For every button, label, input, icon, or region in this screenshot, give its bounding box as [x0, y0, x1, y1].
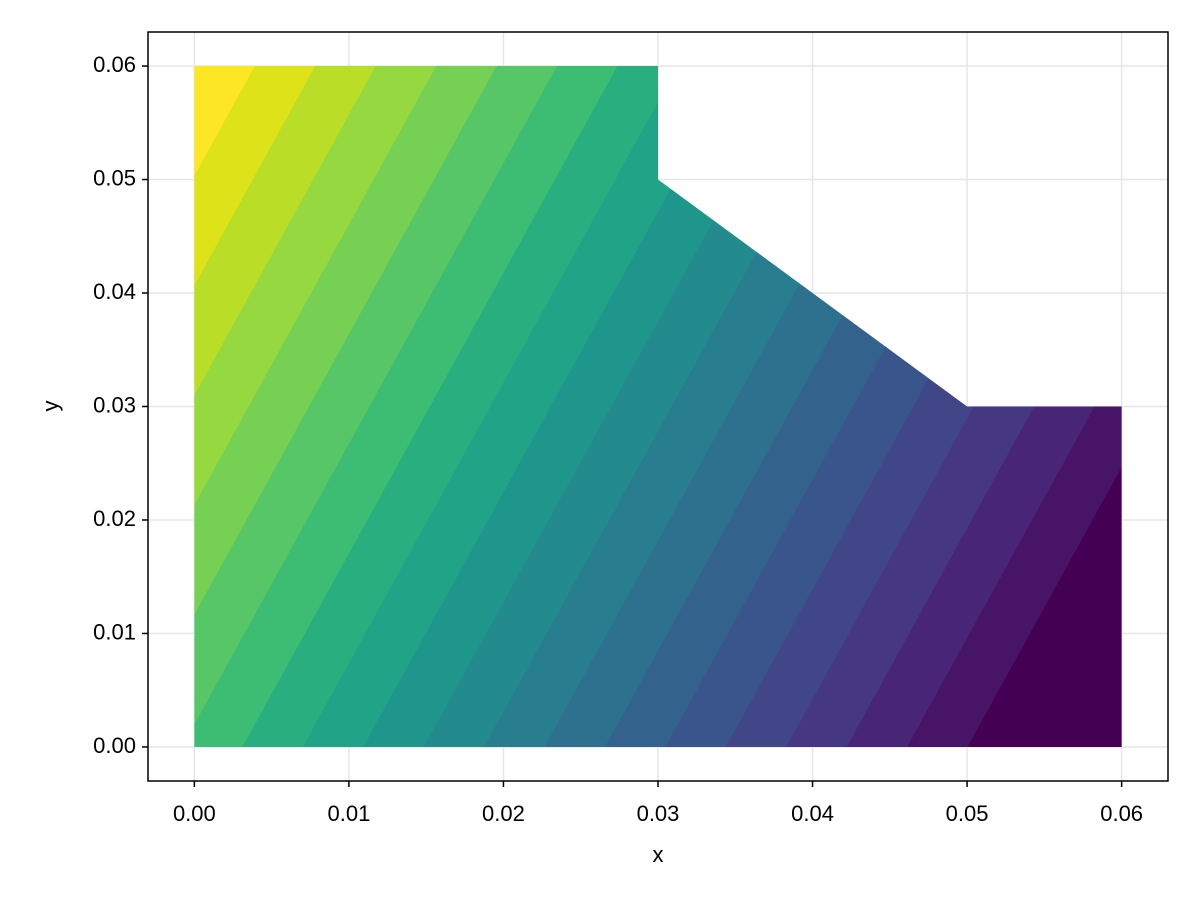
x-tick-label: 0.01	[327, 801, 370, 826]
x-tick-label: 0.06	[1100, 801, 1143, 826]
y-axis-label: y	[38, 401, 63, 412]
y-tick-label: 0.04	[93, 279, 136, 304]
x-tick-label: 0.00	[173, 801, 216, 826]
y-tick-label: 0.00	[93, 733, 136, 758]
y-tick-label: 0.05	[93, 165, 136, 190]
contour-domain	[194, 66, 1122, 747]
y-tick-label: 0.03	[93, 392, 136, 417]
x-tick-label: 0.04	[791, 801, 834, 826]
x-tick-label: 0.03	[637, 801, 680, 826]
x-tick-label: 0.05	[946, 801, 989, 826]
x-tick-label: 0.02	[482, 801, 525, 826]
y-tick-label: 0.01	[93, 619, 136, 644]
y-tick-label: 0.02	[93, 506, 136, 531]
y-tick-label: 0.06	[93, 52, 136, 77]
x-axis-label: x	[653, 842, 664, 867]
